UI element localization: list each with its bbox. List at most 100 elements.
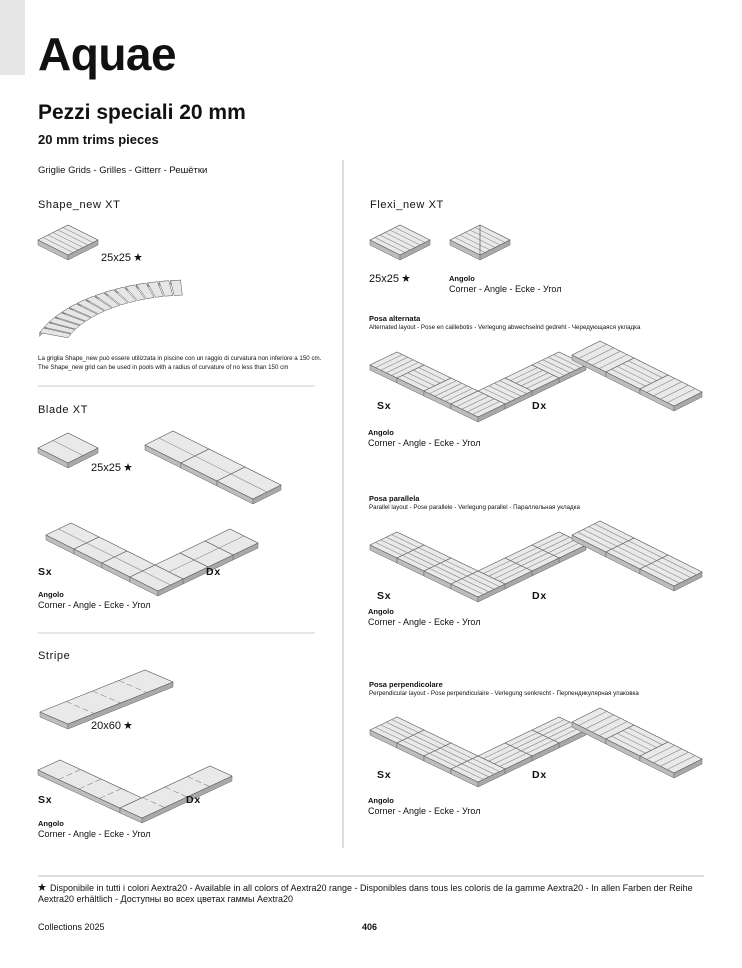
tile-part <box>187 776 210 787</box>
tile-part <box>510 732 538 746</box>
tile-part <box>440 562 468 577</box>
tile-part <box>434 565 462 580</box>
tile-part <box>456 766 484 780</box>
tile-part <box>147 281 164 298</box>
tile-part <box>380 356 408 371</box>
tile-part <box>402 555 430 569</box>
tile-part <box>413 369 441 384</box>
tile-part <box>611 548 646 567</box>
tile-part <box>386 721 414 736</box>
tile-part <box>418 732 446 746</box>
size: 25x25 <box>101 252 131 264</box>
tile-part <box>515 549 543 564</box>
sx-label: Sx <box>377 400 392 412</box>
tile-part <box>639 374 703 407</box>
corner-text: Corner - Angle - Ecke - Угол <box>38 829 151 839</box>
tile-part <box>434 750 462 765</box>
corner-label: Angolo <box>368 607 394 616</box>
tile-part <box>542 721 570 736</box>
tile-part <box>39 669 174 725</box>
tile-part <box>194 455 232 475</box>
tile-part <box>456 393 484 407</box>
tile-part <box>379 234 411 251</box>
tile-part <box>418 547 446 561</box>
tile-part <box>662 557 697 576</box>
tile-part <box>617 546 652 564</box>
tile-part <box>58 528 87 544</box>
note: La griglia Shape_new può essere utilizza… <box>38 355 322 362</box>
tile-part <box>499 380 527 394</box>
tile-part <box>521 552 549 567</box>
corner-tab <box>0 0 25 75</box>
tile-part <box>391 362 419 376</box>
dx-label: Dx <box>532 400 548 412</box>
tile-part <box>645 565 680 584</box>
layout-desc: Alternated layout - Pose en caillebotis … <box>369 324 641 331</box>
tile-part <box>660 751 689 767</box>
tile-part <box>622 543 657 561</box>
tile-part <box>583 529 618 547</box>
tile-part <box>440 747 468 762</box>
tile-part <box>488 747 516 762</box>
tile-part <box>526 555 554 569</box>
corner-label: Angolo <box>368 796 394 805</box>
tile-part <box>488 562 516 577</box>
tile-part <box>628 727 663 746</box>
tile-part <box>164 786 188 798</box>
tile-part <box>78 778 102 790</box>
tile-part <box>548 539 576 554</box>
tile-part <box>461 578 489 593</box>
tile-part <box>526 375 554 389</box>
tile-part <box>521 372 549 387</box>
subtitle-en: 20 mm trims pieces <box>38 132 159 147</box>
tile-part <box>99 788 122 799</box>
tile-part <box>494 750 522 765</box>
tile-part <box>407 552 435 567</box>
tile-part <box>66 701 95 714</box>
tile-part <box>114 286 137 303</box>
tile-part <box>54 312 86 326</box>
tile-part <box>467 398 495 413</box>
tile-part <box>639 741 703 774</box>
tile-part <box>407 372 435 387</box>
tile-part <box>450 755 506 783</box>
tile-part <box>588 526 623 544</box>
layout-title: Posa alternata <box>369 314 421 323</box>
tile-part <box>553 354 581 368</box>
footer-note: Disponibile in tutti i colori Aextra20 -… <box>38 883 708 905</box>
tile-part <box>62 227 94 243</box>
sx-label: Sx <box>38 794 53 806</box>
tile-part <box>218 535 245 549</box>
tile-part <box>599 354 628 369</box>
tile-part <box>68 303 98 318</box>
tile-part <box>394 227 426 243</box>
corner-text: Corner - Angle - Ecke - Угол <box>368 617 481 627</box>
tile-part <box>594 523 629 542</box>
tile-part <box>646 378 675 393</box>
tile-part <box>628 540 663 559</box>
sx-label: Sx <box>38 566 53 578</box>
tile-part <box>42 237 74 253</box>
tile-part <box>450 570 506 598</box>
tile-part <box>391 534 419 548</box>
tile-part <box>135 282 155 300</box>
tile-part <box>515 734 543 749</box>
tile-part <box>48 317 81 330</box>
tile-part <box>384 232 416 248</box>
tile-part <box>617 733 652 751</box>
tile-part <box>622 730 657 748</box>
tile-part <box>380 539 408 554</box>
tile-part <box>158 280 174 297</box>
tile-part <box>622 363 657 381</box>
dx-label: Dx <box>206 566 222 578</box>
corner-label: Angolo <box>38 819 64 828</box>
tile-part <box>47 234 79 251</box>
tile-part <box>386 536 414 551</box>
tile-part <box>413 734 441 749</box>
tile-part <box>483 388 511 402</box>
corner-label: Angolo <box>368 428 394 437</box>
dx-label: Dx <box>532 590 548 602</box>
tile-part <box>628 360 663 379</box>
tile-part <box>646 745 675 760</box>
layout-desc: Parallel layout - Pose parallele - Verle… <box>369 504 580 511</box>
